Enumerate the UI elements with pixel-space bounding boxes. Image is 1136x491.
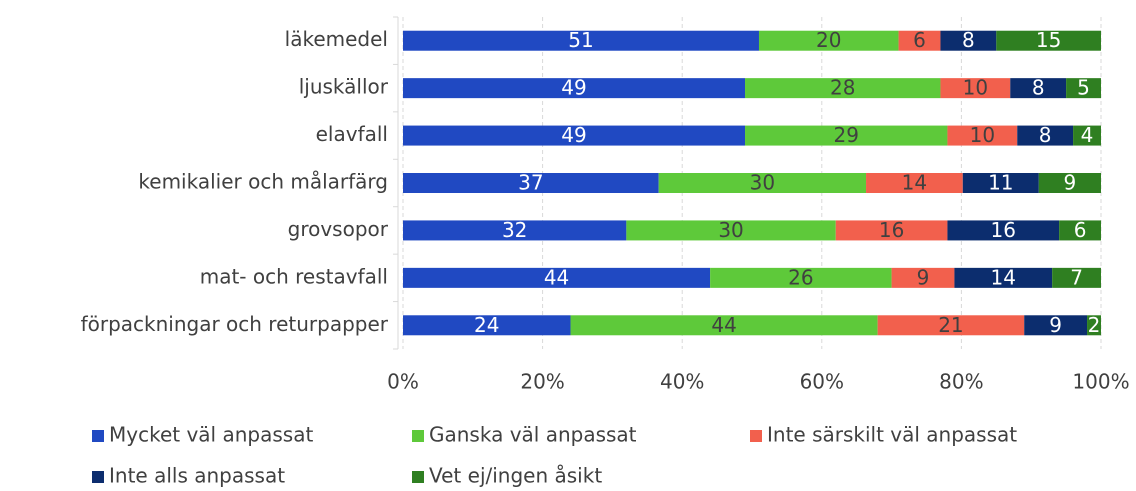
- bar-segment: [866, 173, 963, 193]
- bar-segment: [1038, 173, 1101, 193]
- bar-segment: [947, 125, 1018, 146]
- x-tick-label: 0%: [387, 370, 419, 394]
- y-tick-label: mat- och restavfall: [200, 264, 388, 288]
- value-label: 51: [568, 28, 593, 52]
- bar-segment: [745, 78, 941, 99]
- y-tick-label: kemikalier och målarfärg: [138, 170, 388, 194]
- bar-segment: [658, 173, 867, 193]
- value-label: 49: [561, 76, 586, 100]
- legend-swatch: [92, 430, 104, 442]
- x-tick-label: 40%: [660, 370, 704, 394]
- bar-segment: [877, 315, 1025, 336]
- value-label: 10: [970, 123, 995, 147]
- bar-segment: [940, 78, 1011, 99]
- value-label: 49: [561, 123, 586, 147]
- bar-segment: [962, 173, 1039, 193]
- value-label: 30: [750, 171, 775, 195]
- y-tick-label: grovsopor: [288, 217, 389, 241]
- bar-segment: [940, 30, 997, 51]
- bar-segment: [1066, 78, 1101, 99]
- value-label: 4: [1081, 123, 1094, 147]
- value-label: 32: [502, 218, 527, 242]
- value-label: 16: [991, 218, 1016, 242]
- bar-segment: [1087, 315, 1101, 336]
- value-label: 7: [1070, 265, 1083, 289]
- legend-swatch: [750, 430, 762, 442]
- value-label: 30: [718, 218, 743, 242]
- bar-segment: [626, 220, 836, 241]
- bar-segment: [1052, 267, 1101, 288]
- value-label: 28: [830, 76, 855, 100]
- value-label: 6: [1074, 218, 1087, 242]
- bar-segment: [403, 220, 627, 241]
- value-label: 14: [902, 171, 927, 195]
- value-label: 16: [879, 218, 904, 242]
- value-label: 9: [917, 265, 930, 289]
- value-label: 5: [1077, 76, 1090, 100]
- legend-label: Ganska väl anpassat: [429, 423, 637, 447]
- bar-segment: [403, 30, 759, 51]
- value-label: 14: [991, 265, 1016, 289]
- bar-segment: [891, 267, 955, 288]
- y-tick-label: läkemedel: [285, 27, 388, 51]
- bar-segment: [947, 220, 1060, 241]
- bar-segment: [758, 30, 899, 51]
- bar-segment: [403, 78, 746, 99]
- bar-segment: [835, 220, 948, 241]
- bar-segment: [710, 267, 892, 288]
- bar-segment: [1010, 78, 1067, 99]
- bar-segment: [1024, 315, 1088, 336]
- value-label: 29: [834, 123, 859, 147]
- x-tick-label: 80%: [939, 370, 983, 394]
- value-label: 9: [1064, 171, 1077, 195]
- value-label: 37: [518, 171, 543, 195]
- bar-segment: [1073, 125, 1101, 146]
- value-label: 8: [962, 28, 975, 52]
- bar-segment: [1059, 220, 1101, 241]
- legend-label: Inte särskilt väl anpassat: [767, 423, 1017, 447]
- value-label: 26: [788, 265, 813, 289]
- legend-swatch: [92, 471, 104, 483]
- bar-segment: [954, 267, 1053, 288]
- value-label: 8: [1039, 123, 1052, 147]
- x-tick-label: 60%: [800, 370, 844, 394]
- value-label: 24: [474, 313, 499, 337]
- bar-segment: [403, 125, 746, 146]
- bar-segment: [570, 315, 878, 336]
- value-label: 15: [1036, 28, 1061, 52]
- bar-segment: [745, 125, 948, 146]
- y-tick-label: elavfall: [316, 122, 388, 146]
- value-label: 10: [963, 76, 988, 100]
- bar-segment: [898, 30, 941, 51]
- value-label: 44: [544, 265, 569, 289]
- value-label: 6: [913, 28, 926, 52]
- value-label: 44: [711, 313, 736, 337]
- bar-segment: [403, 315, 571, 336]
- x-tick-label: 100%: [1072, 370, 1129, 394]
- bar-segment: [403, 173, 659, 193]
- x-tick-label: 20%: [520, 370, 564, 394]
- legend-swatch: [412, 430, 424, 442]
- bar-segment: [996, 30, 1101, 51]
- value-label: 21: [938, 313, 963, 337]
- value-label: 20: [816, 28, 841, 52]
- value-label: 2: [1088, 313, 1101, 337]
- legend-label: Inte alls anpassat: [109, 464, 285, 488]
- legend-label: Mycket väl anpassat: [109, 423, 313, 447]
- y-tick-label: förpackningar och returpapper: [81, 312, 389, 336]
- legend-swatch: [412, 471, 424, 483]
- value-label: 11: [988, 171, 1013, 195]
- legend-label: Vet ej/ingen åsikt: [429, 464, 602, 488]
- value-label: 9: [1049, 313, 1062, 337]
- bar-segment: [1017, 125, 1074, 146]
- y-tick-label: ljuskällor: [299, 75, 389, 99]
- value-label: 8: [1032, 76, 1045, 100]
- bar-segment: [403, 267, 711, 288]
